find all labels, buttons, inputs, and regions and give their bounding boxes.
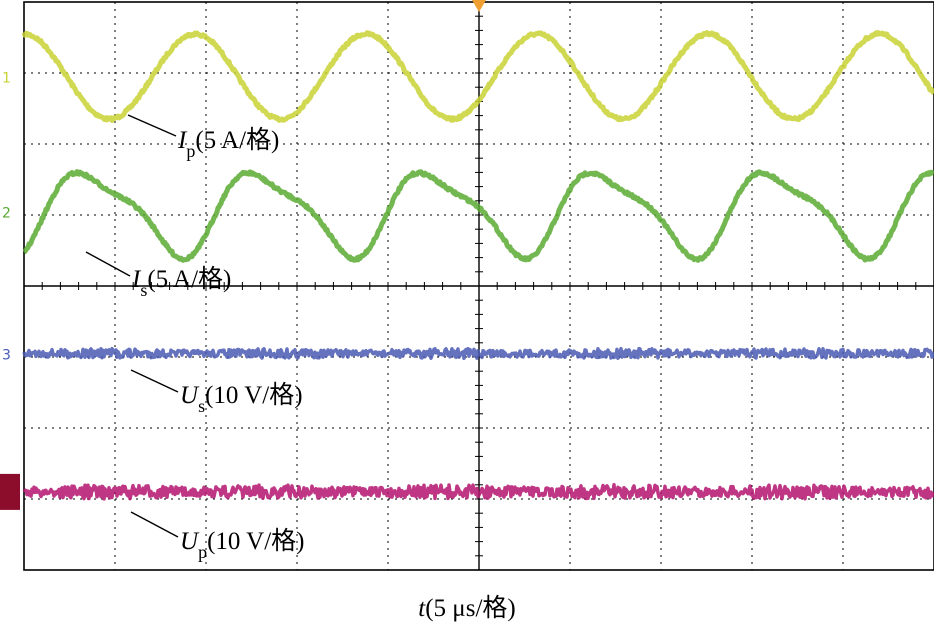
trace-line [22, 483, 934, 501]
traces [21, 30, 934, 501]
label-leader-line [130, 369, 179, 393]
x-axis-unit: (5 μs/格) [425, 595, 516, 622]
series-labels: Ip(5 A/格) Is(5 A/格) Us(10 V/格) Up(10 V/格) [85, 114, 305, 562]
series-label: Up(10 V/格) [180, 527, 305, 562]
label-leader-line [127, 114, 177, 137]
channel-marker: 3 [2, 347, 11, 363]
x-axis-label: t(5 μs/格) [0, 588, 934, 624]
channel-marker: 2 [2, 205, 11, 221]
series-label: Is(5 A/格) [131, 265, 231, 300]
series-label: Us(10 V/格) [180, 381, 303, 416]
label-leader-line [85, 251, 131, 277]
label-leader-line [130, 511, 179, 538]
x-axis-variable: t [418, 595, 426, 622]
trace-line [22, 346, 934, 361]
channel-markers: 1 2 3 [0, 71, 20, 510]
channel-marker [0, 473, 20, 510]
series-label: Ip(5 A/格) [177, 126, 279, 161]
trace-line [22, 169, 934, 263]
trigger-marker [472, 0, 486, 12]
trace-line [21, 30, 934, 123]
channel-marker: 1 [2, 71, 11, 87]
